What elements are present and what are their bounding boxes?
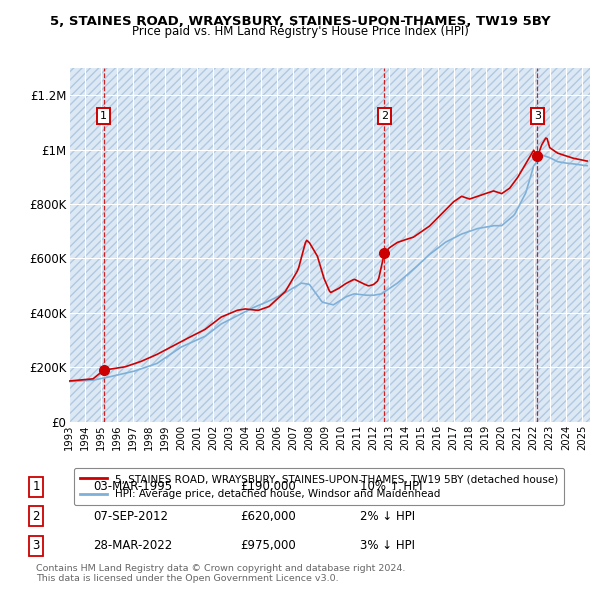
Text: 2% ↓ HPI: 2% ↓ HPI	[360, 510, 415, 523]
Text: 1: 1	[100, 111, 107, 120]
Text: 10% ↑ HPI: 10% ↑ HPI	[360, 480, 422, 493]
Text: £620,000: £620,000	[240, 510, 296, 523]
Text: 28-MAR-2022: 28-MAR-2022	[93, 539, 172, 552]
Text: 3: 3	[534, 111, 541, 120]
Text: 2: 2	[32, 510, 40, 523]
Text: £975,000: £975,000	[240, 539, 296, 552]
Text: 5, STAINES ROAD, WRAYSBURY, STAINES-UPON-THAMES, TW19 5BY: 5, STAINES ROAD, WRAYSBURY, STAINES-UPON…	[50, 15, 550, 28]
Text: Contains HM Land Registry data © Crown copyright and database right 2024.: Contains HM Land Registry data © Crown c…	[36, 565, 406, 573]
Text: 07-SEP-2012: 07-SEP-2012	[93, 510, 168, 523]
Text: 1: 1	[32, 480, 40, 493]
Text: This data is licensed under the Open Government Licence v3.0.: This data is licensed under the Open Gov…	[36, 574, 338, 583]
Text: £190,000: £190,000	[240, 480, 296, 493]
Text: 3: 3	[32, 539, 40, 552]
Text: Price paid vs. HM Land Registry's House Price Index (HPI): Price paid vs. HM Land Registry's House …	[131, 25, 469, 38]
Text: 2: 2	[381, 111, 388, 120]
Text: 03-MAR-1995: 03-MAR-1995	[93, 480, 172, 493]
Legend: 5, STAINES ROAD, WRAYSBURY, STAINES-UPON-THAMES, TW19 5BY (detached house), HPI:: 5, STAINES ROAD, WRAYSBURY, STAINES-UPON…	[74, 468, 565, 506]
Text: 3% ↓ HPI: 3% ↓ HPI	[360, 539, 415, 552]
